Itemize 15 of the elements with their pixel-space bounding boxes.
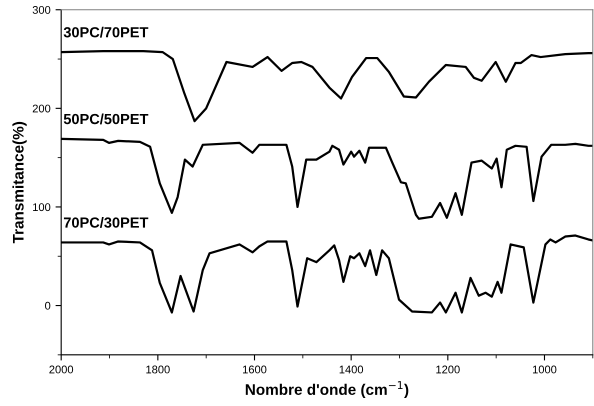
x-tick-label: 1600 [242, 366, 266, 374]
y-tick-label: 300 [32, 6, 50, 14]
y-tick-label: 200 [32, 104, 50, 112]
x-tick-label: 1000 [532, 366, 556, 374]
x-tick-label: 2000 [49, 366, 74, 374]
x-tick-label: 1400 [340, 366, 364, 374]
series-label: 70PC/30PET [64, 217, 148, 228]
y-axis-title: Transmitance(%) [12, 122, 27, 244]
y-tick-label: 0 [45, 302, 50, 310]
series-label: 30PC/70PET [64, 26, 148, 38]
x-tick-label: 1200 [436, 366, 460, 374]
series-label: 50PC/50PET [64, 113, 148, 124]
y-tick-label: 100 [33, 203, 50, 212]
x-axis-title: Nombre d'onde (cm$^{−1}$) [246, 381, 408, 398]
x-tick-label: 1800 [146, 366, 170, 374]
